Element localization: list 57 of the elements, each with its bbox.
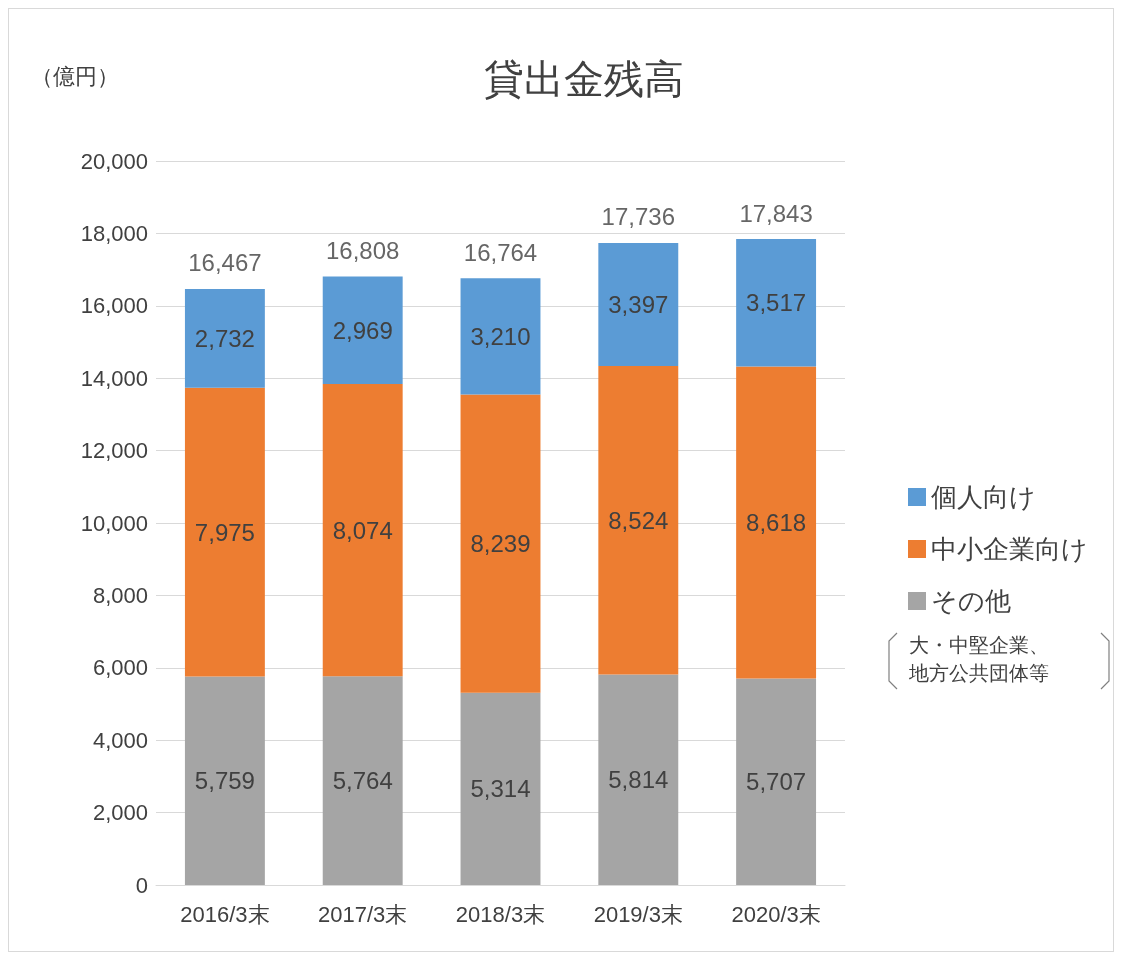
data-label: 8,618 bbox=[746, 508, 807, 536]
data-label: 3,517 bbox=[746, 289, 807, 317]
bar bbox=[598, 242, 679, 366]
legend-label: その他 bbox=[931, 586, 1011, 616]
bar bbox=[460, 692, 541, 885]
data-label: 5,759 bbox=[194, 767, 255, 795]
bar bbox=[460, 394, 541, 693]
bar bbox=[736, 678, 817, 885]
total-label: 17,736 bbox=[601, 203, 675, 231]
data-label: 3,397 bbox=[608, 290, 669, 318]
bar bbox=[460, 278, 541, 395]
y-tick-label: 4,000 bbox=[92, 727, 148, 753]
y-tick-label: 12,000 bbox=[80, 438, 148, 464]
data-label: 8,524 bbox=[608, 506, 669, 534]
y-tick-label: 20,000 bbox=[80, 148, 148, 174]
data-label: 5,814 bbox=[608, 766, 669, 794]
bar bbox=[184, 676, 265, 885]
bar bbox=[322, 384, 403, 677]
total-label: 17,843 bbox=[739, 199, 813, 227]
bar bbox=[598, 674, 679, 885]
x-tick-label: 2017/3末 bbox=[318, 901, 408, 927]
y-tick-label: 18,000 bbox=[80, 220, 148, 246]
data-label: 2,969 bbox=[332, 316, 393, 344]
y-axis-title: （億円） bbox=[31, 63, 119, 89]
chart-title: 貸出金残高 bbox=[484, 57, 684, 101]
y-tick-label: 14,000 bbox=[80, 365, 148, 391]
total-label: 16,467 bbox=[188, 249, 262, 277]
legend-label: 個人向け bbox=[931, 482, 1036, 512]
bar bbox=[598, 365, 679, 675]
total-label: 16,764 bbox=[463, 238, 538, 266]
text: 大・中堅企業、地方公共団体等 bbox=[908, 634, 1049, 684]
data-label: 7,975 bbox=[194, 518, 255, 546]
bar bbox=[184, 387, 265, 677]
total-label: 16,808 bbox=[326, 237, 400, 265]
data-label: 3,210 bbox=[470, 322, 531, 350]
data-label: 2,732 bbox=[194, 324, 255, 352]
y-tick-label: 6,000 bbox=[92, 655, 148, 681]
y-tick-label: 8,000 bbox=[92, 582, 148, 608]
bar bbox=[184, 288, 265, 388]
bar bbox=[322, 276, 403, 385]
y-tick-label: 16,000 bbox=[80, 293, 148, 319]
y-tick-label: 0 bbox=[135, 872, 148, 898]
data-label: 8,074 bbox=[332, 516, 393, 544]
data-label: 8,239 bbox=[470, 530, 531, 558]
bar bbox=[736, 366, 817, 679]
x-tick-label: 2020/3末 bbox=[731, 901, 821, 927]
data-label: 5,707 bbox=[746, 768, 807, 796]
y-tick-label: 10,000 bbox=[80, 510, 148, 536]
bar bbox=[322, 676, 403, 885]
x-tick-label: 2016/3末 bbox=[180, 901, 270, 927]
data-label: 5,314 bbox=[470, 775, 531, 803]
x-tick-label: 2018/3末 bbox=[455, 901, 546, 927]
bar bbox=[736, 239, 817, 367]
legend-label: 中小企業向け bbox=[931, 534, 1088, 564]
y-tick-label: 2,000 bbox=[92, 800, 148, 826]
data-label: 5,764 bbox=[332, 767, 393, 795]
x-tick-label: 2019/3末 bbox=[593, 901, 683, 927]
